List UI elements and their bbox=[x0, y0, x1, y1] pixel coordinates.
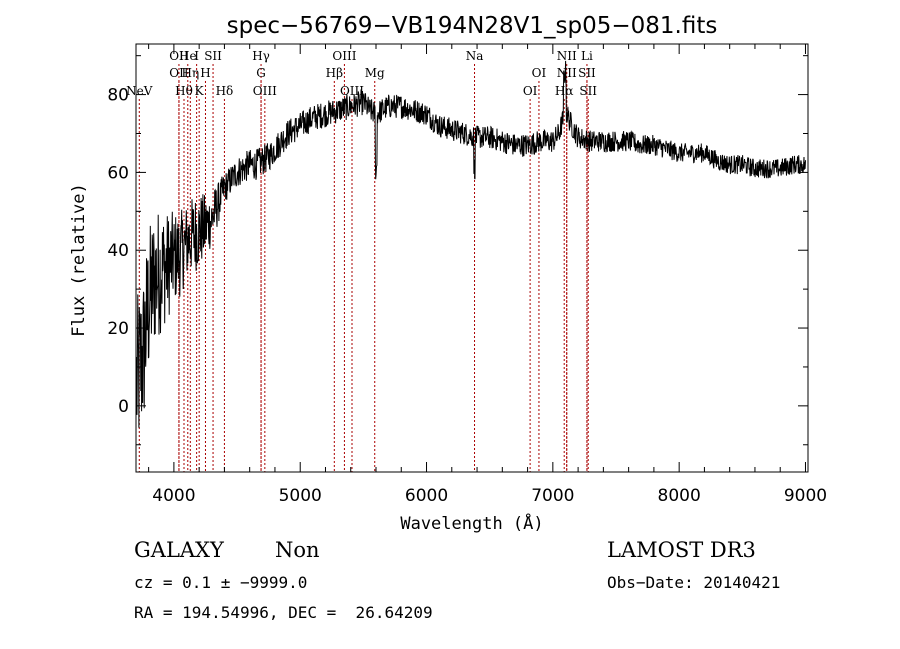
x-tick-label: 8000 bbox=[658, 486, 701, 506]
y-tick-label: 60 bbox=[107, 163, 129, 183]
observation-date: Obs−Date: 20140421 bbox=[607, 573, 781, 592]
y-tick-label: 0 bbox=[118, 397, 129, 417]
chart-title: spec−56769−VB194N28V1_sp05−081.fits bbox=[227, 13, 718, 39]
object-class: GALAXY bbox=[134, 538, 224, 562]
spectral-line-label: OIII bbox=[332, 49, 356, 63]
survey-name: LAMOST DR3 bbox=[607, 538, 756, 562]
y-tick-label: 40 bbox=[107, 241, 129, 261]
spectral-line-label: He bbox=[179, 49, 197, 63]
spectral-line-label: NII bbox=[557, 49, 577, 63]
x-tick-label: 6000 bbox=[405, 486, 448, 506]
spectral-line-label: I bbox=[194, 49, 199, 63]
spectral-line-label: Na bbox=[466, 49, 484, 63]
spectral-line-label: Hθ bbox=[175, 84, 193, 98]
spectral-line-label: NII bbox=[557, 66, 577, 80]
x-tick-label: 5000 bbox=[279, 486, 322, 506]
x-tick-label: 9000 bbox=[784, 486, 827, 506]
spectral-line-label: OII bbox=[169, 66, 189, 80]
x-axis: 4000 5000 6000 7000 8000 9000 bbox=[148, 44, 827, 506]
spectral-line-label: Hβ bbox=[326, 66, 343, 80]
spectral-line-label: K bbox=[195, 84, 205, 98]
x-tick-label: 4000 bbox=[152, 486, 195, 506]
spectral-line-label: OI bbox=[523, 84, 538, 98]
spectral-line-label: OIII bbox=[253, 84, 277, 98]
spectral-line-label: SII bbox=[204, 49, 222, 63]
y-tick-label: 80 bbox=[107, 86, 129, 106]
spectral-line-label: NeV bbox=[126, 84, 153, 98]
y-tick-label: 20 bbox=[107, 319, 129, 339]
redshift-line: cz = 0.1 ± −9999.0 bbox=[134, 573, 308, 592]
spectrum-trace bbox=[136, 60, 806, 428]
spectral-line-labels: NeV OII OII Hθ He Hη I KH SII Hδ Hγ G OIII OIII Hβ OIII… bbox=[126, 49, 597, 98]
y-axis: 0 20 40 60 80 bbox=[107, 55, 808, 446]
spectral-line-label: Hη bbox=[181, 66, 199, 80]
x-axis-label: Wavelength (Å) bbox=[400, 512, 543, 534]
spectral-line-label: OI bbox=[532, 66, 547, 80]
spectral-line-label: SII bbox=[579, 84, 597, 98]
spectral-line-label: OII bbox=[169, 49, 189, 63]
plot-frame bbox=[135, 43, 809, 473]
spectral-line-label: Hδ bbox=[216, 84, 234, 98]
spectral-line-label: SII bbox=[578, 66, 596, 80]
y-axis-label: Flux (relative) bbox=[69, 183, 89, 337]
spectral-line-label: OIII bbox=[340, 84, 364, 98]
spectral-line-label: Li bbox=[581, 49, 593, 63]
spectral-line-label: Hα bbox=[555, 84, 574, 98]
object-subclass: Non bbox=[275, 538, 320, 562]
coordinates-line: RA = 194.54996, DEC = 26.64209 bbox=[134, 603, 433, 622]
spectral-line-label: Hγ bbox=[252, 49, 270, 63]
spectral-line-label: G bbox=[256, 66, 266, 80]
spectral-line-label: H bbox=[200, 66, 210, 80]
x-tick-label: 7000 bbox=[531, 486, 574, 506]
spectral-line-label: Mg bbox=[365, 66, 385, 80]
spectrum-line bbox=[136, 60, 806, 428]
spectral-line-markers bbox=[138, 64, 589, 472]
